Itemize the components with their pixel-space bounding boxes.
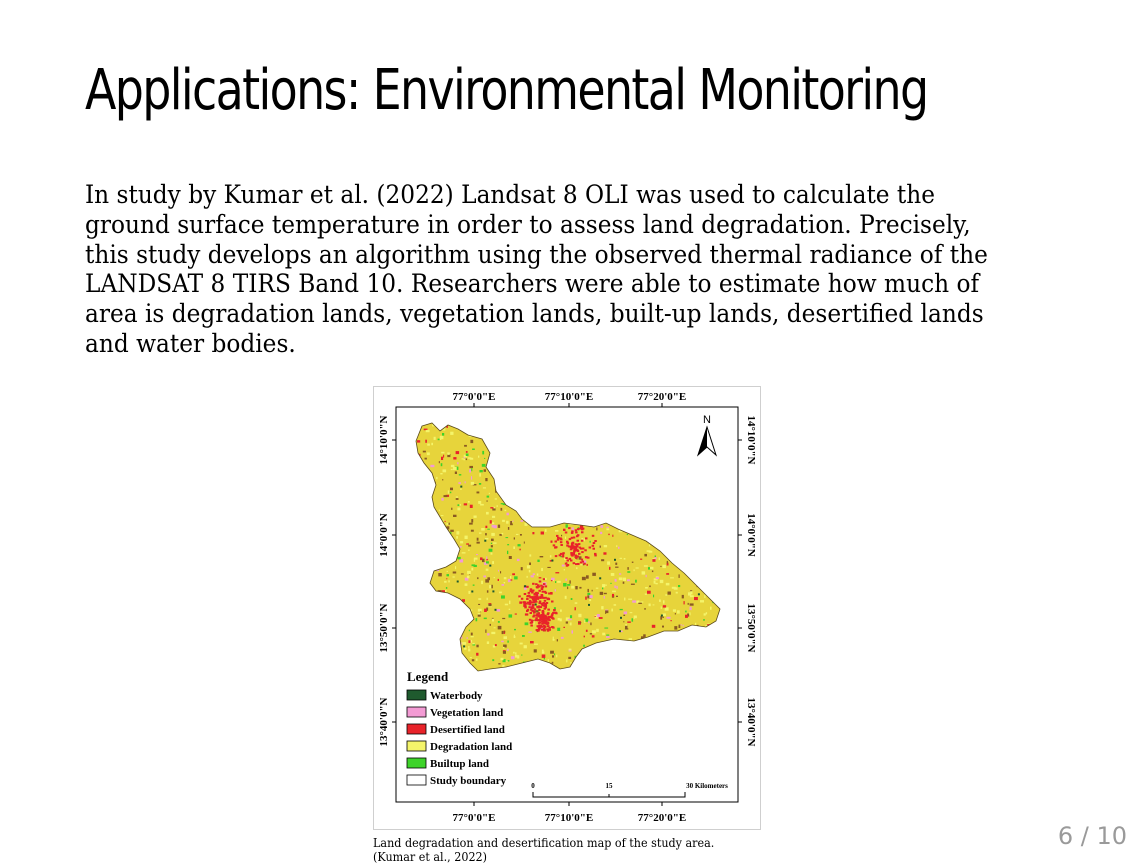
- right-tick-label: 14°0'0"N: [745, 513, 757, 557]
- legend-label: Builtup land: [430, 758, 489, 770]
- figure-caption-line1: Land degradation and desertification map…: [373, 836, 715, 850]
- left-tick-label: 13°50'0"N: [378, 603, 390, 652]
- legend-swatch: [406, 774, 427, 786]
- legend-label: Desertified land: [430, 724, 505, 736]
- legend-label: Waterbody: [430, 690, 483, 702]
- scale-label-start: 0: [531, 782, 535, 790]
- left-tick-label: 13°40'0"N: [378, 697, 390, 746]
- svg-text:N: N: [703, 414, 711, 426]
- scale-bar: 0 15 30 Kilometers: [531, 782, 728, 798]
- legend-swatch: [406, 706, 427, 718]
- north-arrow-icon: N: [696, 414, 718, 457]
- legend-label: Degradation land: [430, 741, 512, 753]
- bottom-tick-label: 77°10'0"E: [545, 812, 593, 824]
- left-tick-label: 14°10'0"N: [378, 415, 390, 464]
- scale-label-mid: 15: [606, 782, 614, 790]
- left-tick-label: 14°0'0"N: [378, 513, 390, 557]
- top-tick-label: 77°10'0"E: [545, 391, 593, 403]
- legend-title: Legend: [407, 669, 449, 684]
- legend-swatch: [406, 757, 427, 769]
- slide-body-text: In study by Kumar et al. (2022) Landsat …: [85, 180, 988, 358]
- legend-swatch: [406, 689, 427, 701]
- page-number: 6 / 10: [1057, 822, 1127, 850]
- scale-label-end: 30 Kilometers: [686, 782, 728, 790]
- top-tick-label: 77°0'0"E: [453, 391, 496, 403]
- right-tick-label: 13°40'0"N: [745, 697, 757, 746]
- top-tick-label: 77°20'0"E: [638, 391, 686, 403]
- legend-label: Vegetation land: [430, 707, 503, 719]
- bottom-tick-label: 77°0'0"E: [453, 812, 496, 824]
- figure-caption: Land degradation and desertification map…: [373, 836, 714, 864]
- legend-swatch: [406, 723, 427, 735]
- figure-caption-line2: (Kumar et al., 2022): [373, 850, 488, 864]
- bottom-tick-label: 77°20'0"E: [638, 812, 686, 824]
- map-legend: Legend Waterbody Vegetation land Desertifi…: [406, 669, 512, 787]
- right-tick-label: 13°50'0"N: [745, 603, 757, 652]
- legend-label: Study boundary: [430, 775, 507, 787]
- slide-title: Applications: Environmental Monitoring: [85, 58, 929, 123]
- land-degradation-map-figure: 77°0'0"E 77°10'0"E 77°20'0"E 77°0'0"E 77…: [373, 386, 761, 830]
- legend-swatch: [406, 740, 427, 752]
- map-tick-marks: [392, 403, 742, 806]
- right-tick-label: 14°10'0"N: [745, 415, 757, 464]
